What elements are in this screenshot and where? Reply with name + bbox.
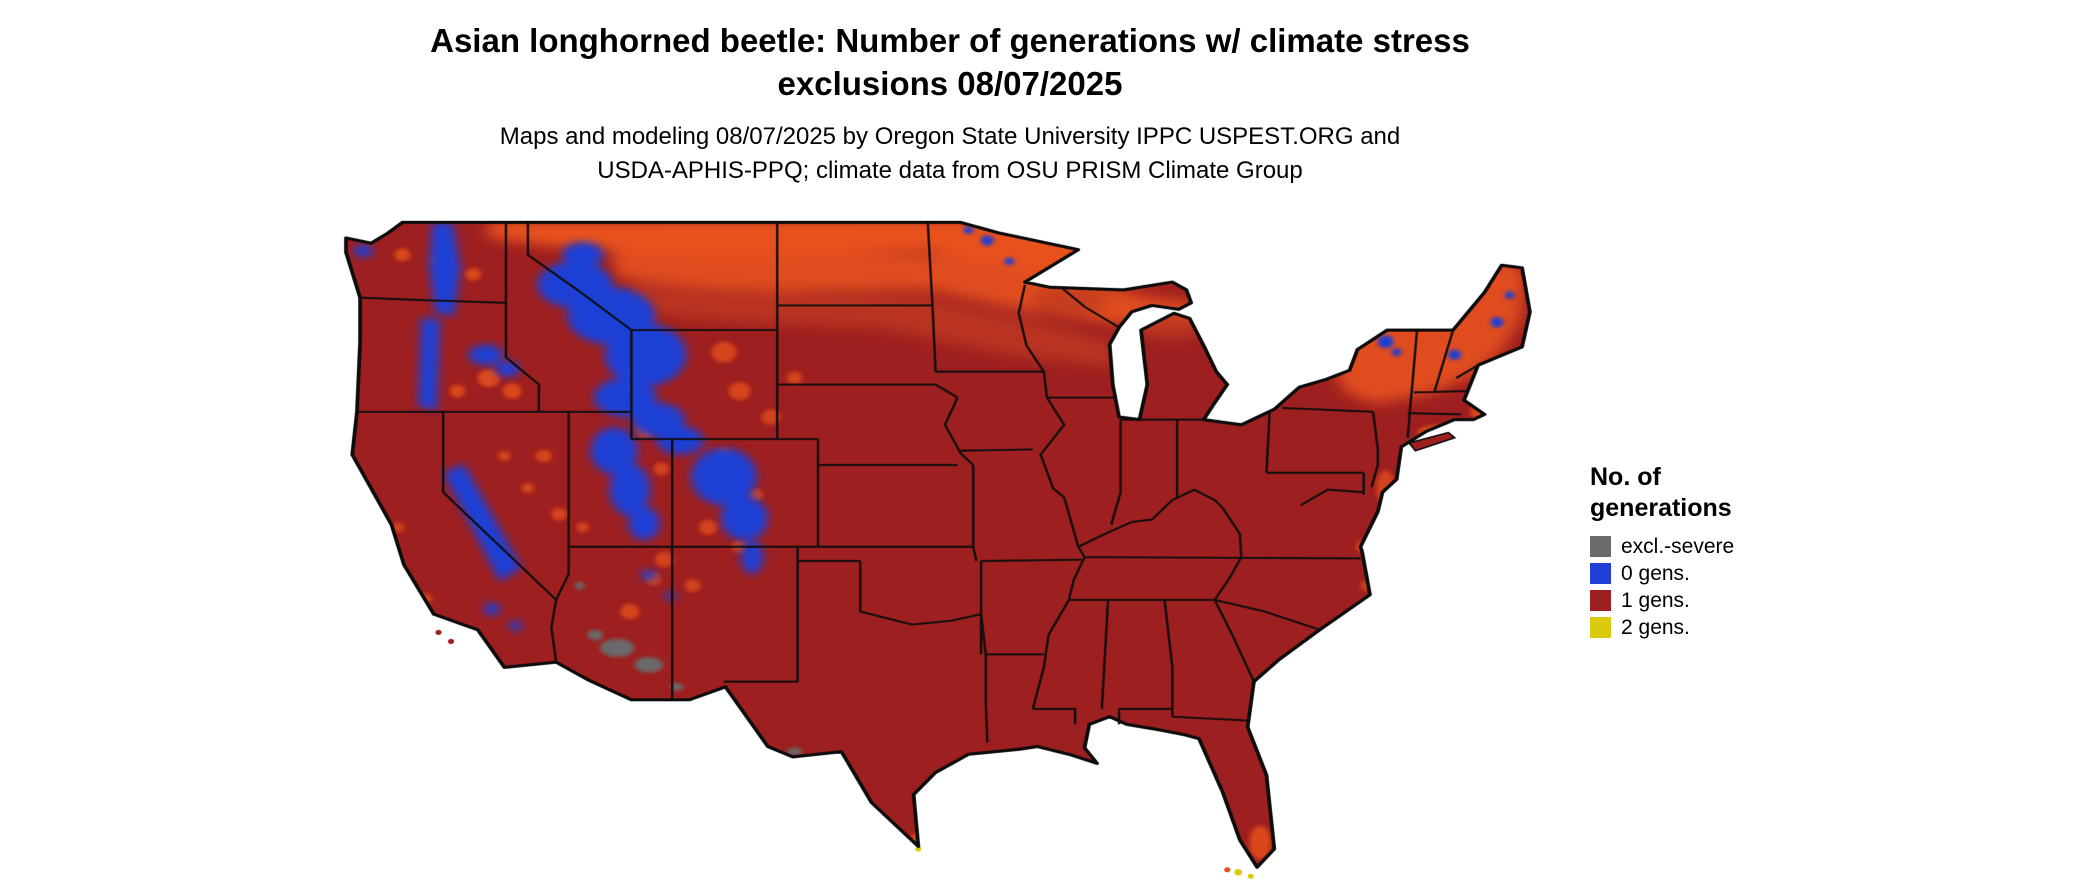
long-island xyxy=(1407,431,1457,452)
legend-swatch xyxy=(1590,535,1611,557)
legend-item: 1 gens. xyxy=(1590,589,1820,611)
map-title: Asian longhorned beetle: Number of gener… xyxy=(240,20,1660,106)
legend-item-label: excl.-severe xyxy=(1621,534,1735,558)
legend-title-line1: No. of xyxy=(1590,463,1661,491)
legend-item: 0 gens. xyxy=(1590,562,1820,584)
map-subtitle-line2: USDA-APHIS-PPQ; climate data from OSU PR… xyxy=(597,157,1303,185)
legend-title-line2: generations xyxy=(1590,493,1732,522)
legend-item-label: 2 gens. xyxy=(1621,615,1690,639)
us-generations-map xyxy=(335,212,1555,884)
us-outline xyxy=(344,220,1532,869)
state-borders xyxy=(356,222,1479,743)
legend-swatch xyxy=(1590,616,1611,638)
two-generations-regions xyxy=(915,846,1254,879)
legend-item: excl.-severe xyxy=(1590,535,1820,557)
map-raster-layers xyxy=(345,222,1530,868)
map-subtitle-line1: Maps and modeling 08/07/2025 by Oregon S… xyxy=(499,123,1401,150)
legend-item-label: 0 gens. xyxy=(1621,561,1690,585)
us-map-svg xyxy=(344,220,1532,879)
severe-exclusion-regions xyxy=(574,581,803,756)
zero-generations-regions xyxy=(353,222,768,632)
map-legend: No. of generations excl.-severe 0 gens. 1 … xyxy=(1590,462,1820,643)
channel-islands xyxy=(435,629,455,644)
map-title-line1: Asian longhorned beetle: Number of gener… xyxy=(430,22,1470,59)
legend-items: excl.-severe 0 gens. 1 gens. 2 gens. xyxy=(1590,535,1820,638)
map-subtitle: Maps and modeling 08/07/2025 by Oregon S… xyxy=(240,120,1660,188)
legend-item-label: 1 gens. xyxy=(1621,588,1690,612)
map-title-line2: exclusions 08/07/2025 xyxy=(777,64,1123,102)
legend-swatch xyxy=(1590,562,1611,584)
legend-swatch xyxy=(1590,589,1611,611)
legend-item: 2 gens. xyxy=(1590,616,1820,638)
